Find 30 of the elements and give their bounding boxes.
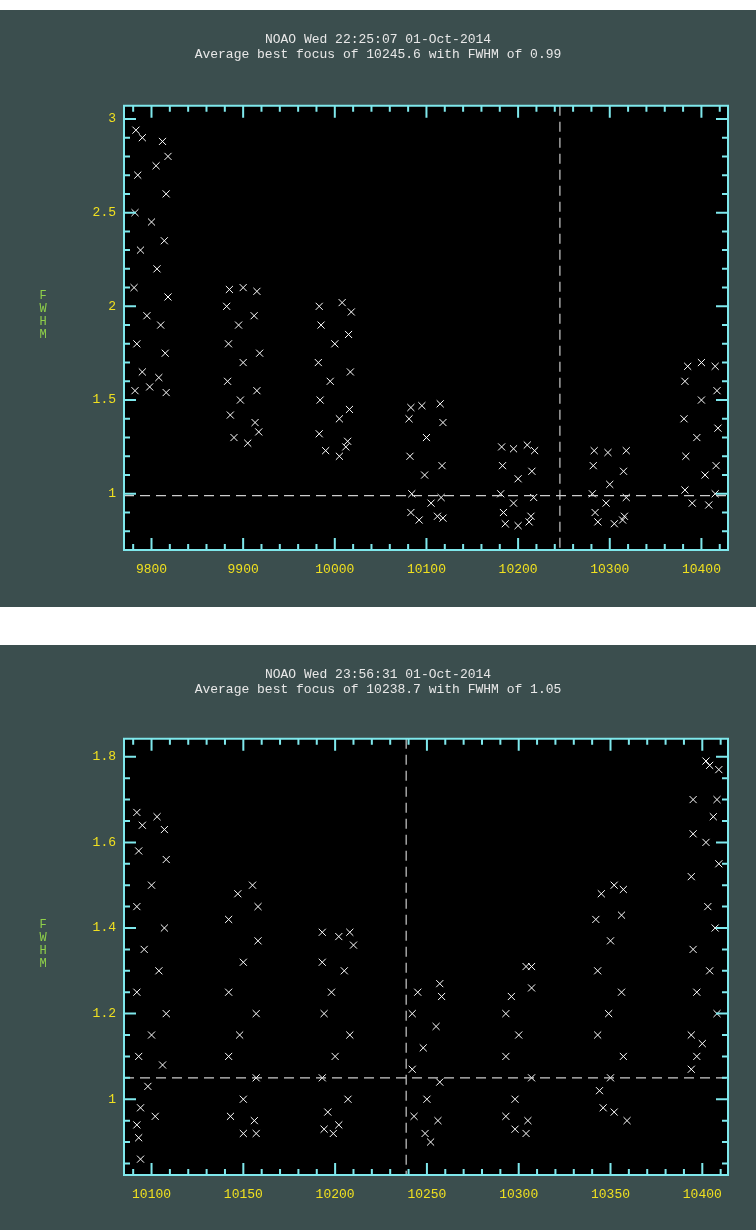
y-tick-label: 1.5 (92, 392, 116, 408)
x-tick-label: 10000 (315, 562, 355, 578)
x-tick-label: 10300 (590, 562, 630, 578)
x-tick-label: 10250 (407, 1187, 447, 1203)
x-tick-label: 10100 (406, 562, 446, 578)
x-tick-label: 10200 (498, 562, 538, 578)
y-tick-label: 3 (108, 111, 116, 127)
x-tick-label: 9900 (227, 562, 259, 578)
chart-subtitle: Average best focus of 10238.7 with FWHM of 1.05 (194, 682, 562, 697)
x-tick-label: 10400 (682, 1187, 722, 1203)
chart-title: NOAO Wed 22:25:07 01-Oct-2014 (264, 32, 492, 47)
y-tick-label: 1.4 (92, 920, 117, 936)
y-tick-label: 1 (108, 486, 117, 502)
y-tick-label: 1.8 (92, 749, 116, 765)
x-tick-label: 10300 (499, 1187, 539, 1203)
y-tick-label: 1.6 (92, 834, 116, 850)
y-tick-label: 2 (108, 298, 116, 314)
x-tick-label: 10200 (315, 1187, 355, 1203)
x-tick-label: 10150 (223, 1187, 263, 1203)
y-axis-title: FWHM (38, 918, 48, 971)
x-tick-label: 10400 (681, 562, 721, 578)
chart-title: NOAO Wed 23:56:31 01-Oct-2014 (264, 667, 492, 682)
y-tick-label: 1 (108, 1091, 117, 1107)
y-tick-label: 2.5 (92, 205, 116, 221)
chart-subtitle: Average best focus of 10245.6 with FWHM of 0.99 (194, 47, 562, 62)
x-tick-label: 10100 (132, 1187, 172, 1203)
y-axis-title: FWHM (38, 289, 48, 342)
x-tick-label: 9800 (135, 562, 168, 578)
y-tick-label: 1.2 (92, 1006, 116, 1022)
x-tick-label: 10350 (591, 1187, 631, 1203)
